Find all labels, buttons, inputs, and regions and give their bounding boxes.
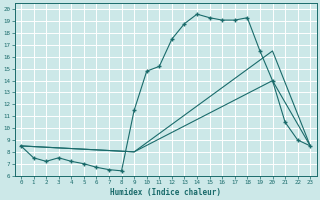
X-axis label: Humidex (Indice chaleur): Humidex (Indice chaleur) [110,188,221,197]
